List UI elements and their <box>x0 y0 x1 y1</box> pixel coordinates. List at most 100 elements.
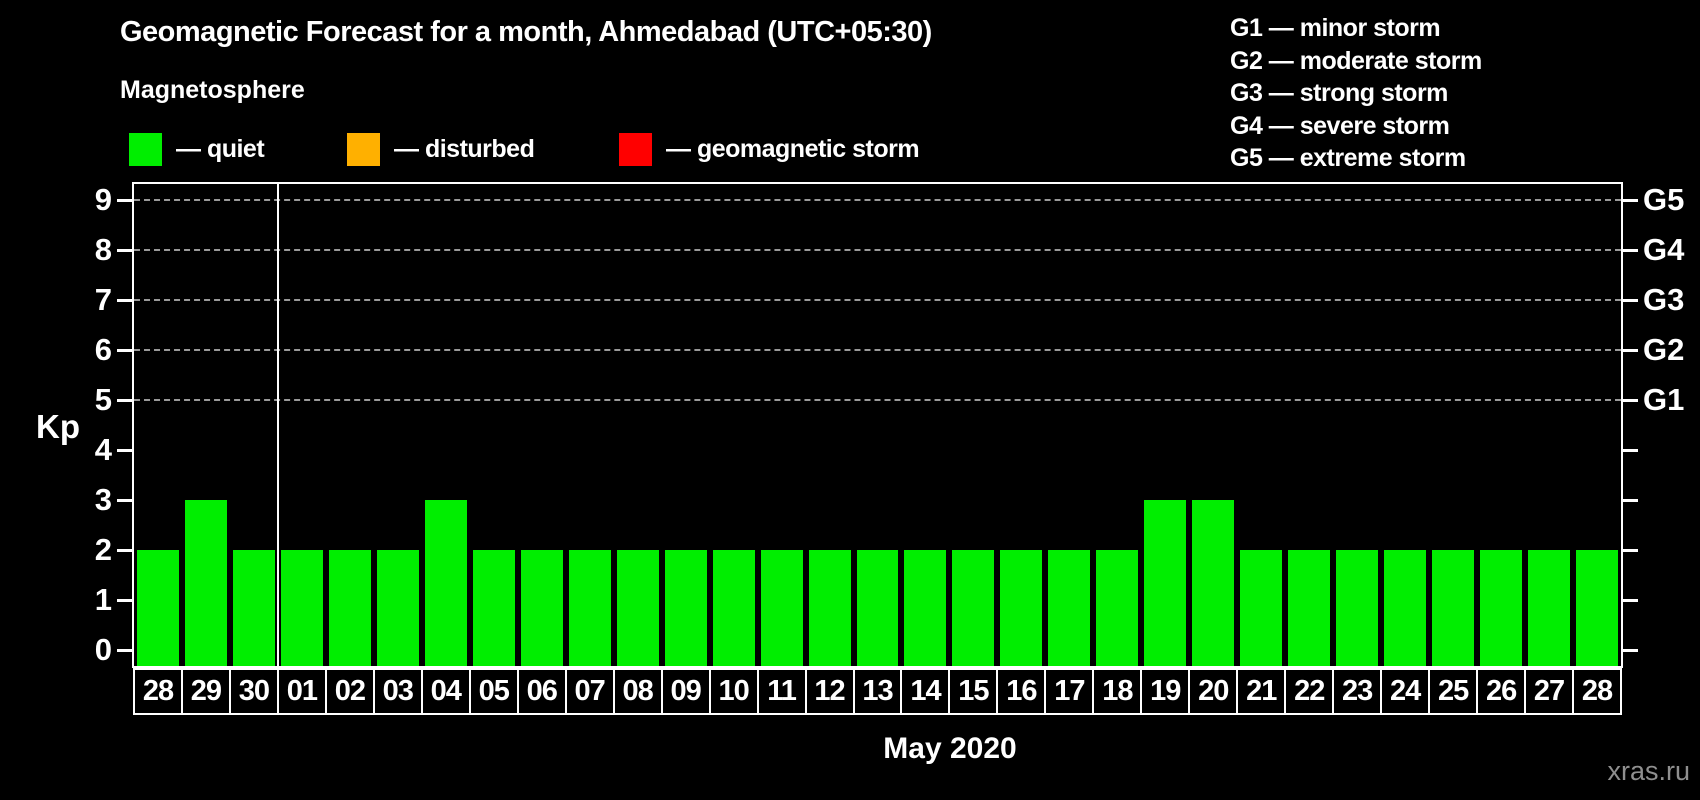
y-tick-right-9 <box>1623 199 1638 202</box>
kp-bar-02 <box>328 550 371 666</box>
magnetosphere-label: Magnetosphere <box>120 76 305 104</box>
y-tick-left-2 <box>117 549 132 552</box>
date-cell-09: 09 <box>660 668 711 715</box>
kp-bar-27 <box>1528 550 1571 666</box>
y-tick-left-5 <box>117 399 132 402</box>
y-tick-left-4 <box>117 449 132 452</box>
legend-item-quiet: — quiet <box>129 132 265 166</box>
date-cell-23: 23 <box>1332 668 1383 715</box>
date-cell-27: 27 <box>1524 668 1575 715</box>
storm-scale-legend: G1 — minor storm G2 — moderate storm G3 … <box>1230 12 1482 175</box>
kp-bar-28 <box>1576 550 1618 666</box>
month-label: May 2020 <box>883 732 1017 765</box>
month-separator-line <box>276 184 279 666</box>
kp-bar-30 <box>232 550 275 666</box>
y-tick-right-2 <box>1623 549 1638 552</box>
g-scale-label-G2: G2 <box>1643 332 1685 367</box>
gridline-kp8 <box>134 249 1621 251</box>
y-tick-left-6 <box>117 349 132 352</box>
y-tick-right-6 <box>1623 349 1638 352</box>
kp-bar-11 <box>760 550 803 666</box>
date-cell-13: 13 <box>852 668 903 715</box>
kp-bar-01 <box>280 550 323 666</box>
date-cell-18: 18 <box>1092 668 1143 715</box>
gridline-kp7 <box>134 299 1621 301</box>
y-tick-left-7 <box>117 299 132 302</box>
date-cell-26: 26 <box>1476 668 1527 715</box>
y-tick-label-7: 7 <box>94 282 112 317</box>
kp-bar-20 <box>1192 500 1235 666</box>
date-cell-25: 25 <box>1428 668 1479 715</box>
kp-bar-22 <box>1288 550 1331 666</box>
disturbed-color-swatch <box>347 132 380 166</box>
kp-axis-label: Kp <box>36 408 80 445</box>
kp-bar-05 <box>472 550 515 666</box>
kp-bar-26 <box>1480 550 1523 666</box>
date-cell-02: 02 <box>324 668 375 715</box>
watermark: xras.ru <box>1607 756 1690 786</box>
quiet-label: — quiet <box>176 134 265 163</box>
date-cell-06: 06 <box>516 668 567 715</box>
kp-bar-21 <box>1240 550 1283 666</box>
y-tick-label-2: 2 <box>94 532 112 567</box>
kp-bar-03 <box>376 550 419 666</box>
date-cell-20: 20 <box>1188 668 1239 715</box>
date-cell-15: 15 <box>948 668 999 715</box>
storm-color-swatch <box>619 132 652 166</box>
storm-scale-g5: G5 — extreme storm <box>1230 144 1466 172</box>
quiet-color-swatch <box>129 132 162 166</box>
date-cell-03: 03 <box>372 668 423 715</box>
y-tick-right-4 <box>1623 449 1638 452</box>
kp-bar-12 <box>808 550 851 666</box>
date-cell-28: 28 <box>133 668 183 715</box>
y-tick-left-8 <box>117 249 132 252</box>
kp-bar-13 <box>856 550 899 666</box>
date-cell-22: 22 <box>1284 668 1335 715</box>
plot-area <box>132 182 1623 668</box>
y-tick-left-3 <box>117 499 132 502</box>
storm-label: — geomagnetic storm <box>666 134 920 163</box>
date-cell-04: 04 <box>420 668 471 715</box>
y-tick-left-9 <box>117 199 132 202</box>
date-cell-28: 28 <box>1572 668 1622 715</box>
date-cell-19: 19 <box>1140 668 1191 715</box>
date-cell-16: 16 <box>996 668 1047 715</box>
date-cell-14: 14 <box>900 668 951 715</box>
date-cell-08: 08 <box>612 668 663 715</box>
date-cell-21: 21 <box>1236 668 1287 715</box>
date-cell-11: 11 <box>756 668 807 715</box>
kp-bar-25 <box>1432 550 1475 666</box>
legend-item-disturbed: — disturbed <box>347 132 535 166</box>
kp-bar-04 <box>424 500 467 666</box>
date-cell-05: 05 <box>468 668 519 715</box>
y-tick-label-3: 3 <box>94 482 112 517</box>
date-cell-30: 30 <box>228 668 279 715</box>
g-scale-label-G3: G3 <box>1643 282 1685 317</box>
date-cell-17: 17 <box>1044 668 1095 715</box>
kp-bar-19 <box>1144 500 1187 666</box>
date-cell-29: 29 <box>180 668 231 715</box>
kp-bar-29 <box>184 500 227 666</box>
gridline-kp6 <box>134 349 1621 351</box>
y-tick-right-0 <box>1623 649 1638 652</box>
y-tick-label-0: 0 <box>94 632 112 667</box>
kp-bar-16 <box>1000 550 1043 666</box>
y-tick-label-9: 9 <box>94 182 112 217</box>
kp-bar-10 <box>712 550 755 666</box>
y-tick-right-1 <box>1623 599 1638 602</box>
kp-bar-07 <box>568 550 611 666</box>
kp-bar-06 <box>520 550 563 666</box>
y-tick-left-1 <box>117 599 132 602</box>
y-tick-right-8 <box>1623 249 1638 252</box>
storm-scale-g3: G3 — strong storm <box>1230 79 1448 107</box>
y-tick-right-5 <box>1623 399 1638 402</box>
gridline-kp9 <box>134 199 1621 201</box>
y-tick-label-6: 6 <box>94 332 112 367</box>
date-cell-10: 10 <box>708 668 759 715</box>
y-tick-label-1: 1 <box>94 582 112 617</box>
kp-bar-23 <box>1336 550 1379 666</box>
y-tick-right-3 <box>1623 499 1638 502</box>
disturbed-label: — disturbed <box>394 134 535 163</box>
y-tick-label-8: 8 <box>94 232 112 267</box>
